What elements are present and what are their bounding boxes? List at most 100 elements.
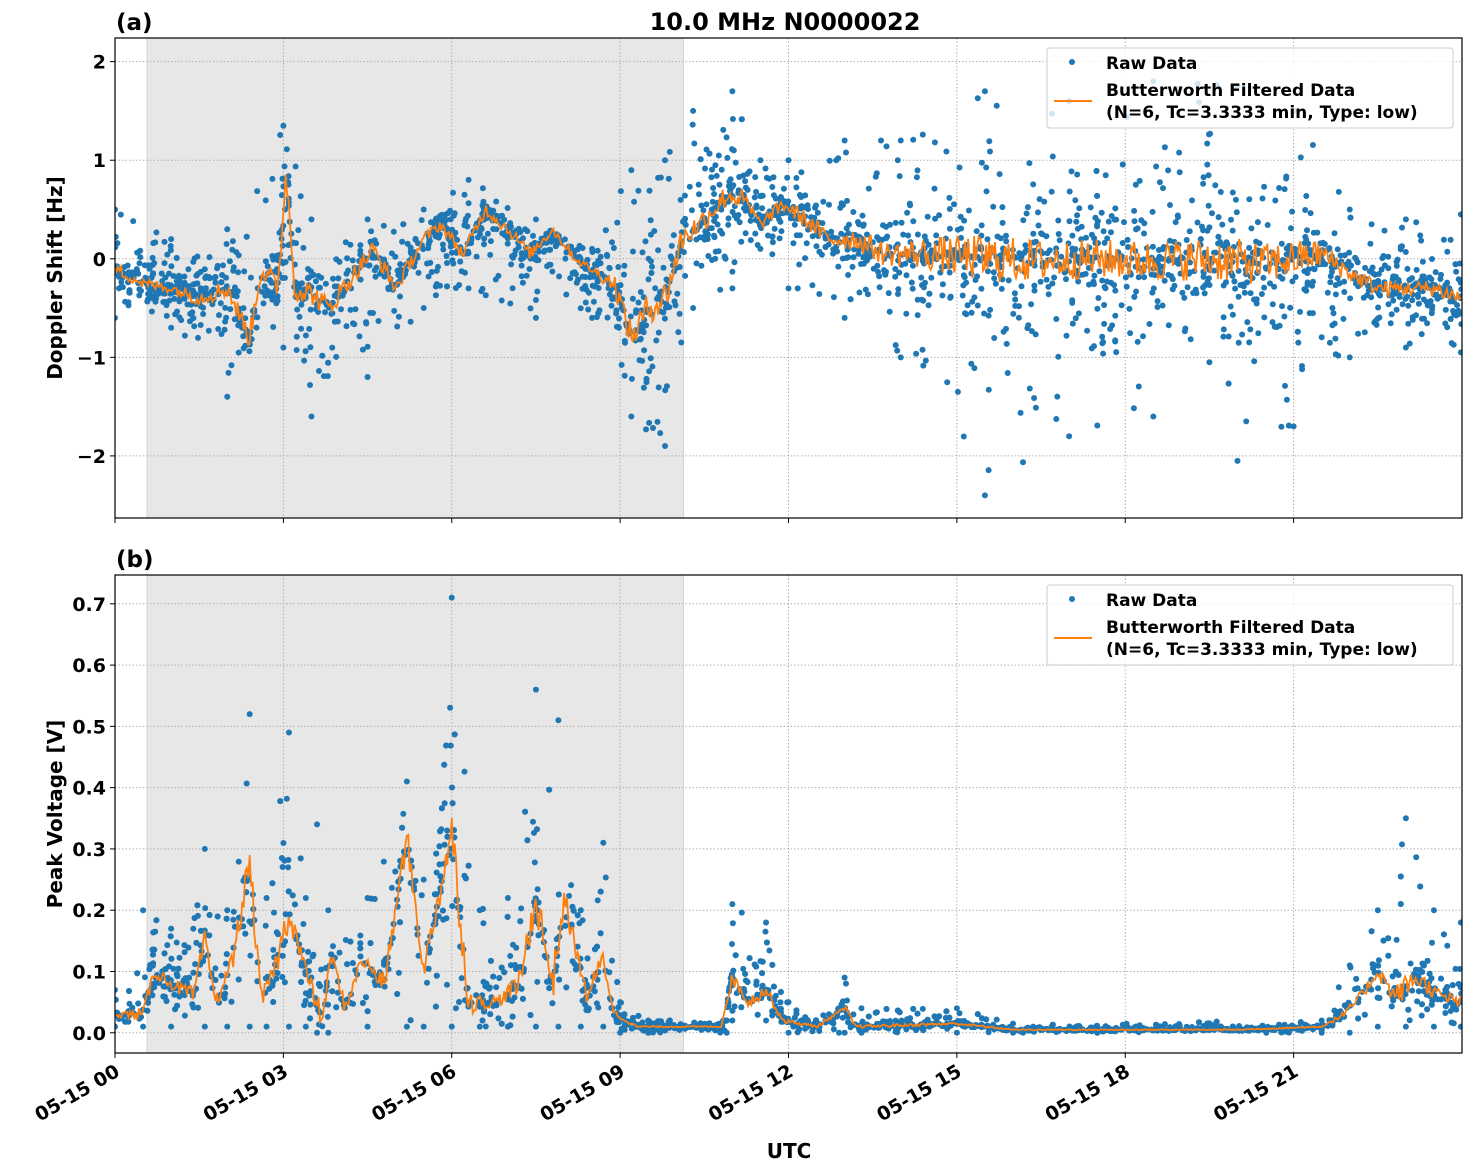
raw-data-point: [1335, 188, 1342, 195]
raw-data-point: [1406, 340, 1413, 347]
raw-data-point: [796, 192, 803, 198]
raw-data-point: [363, 994, 369, 1001]
raw-data-point: [277, 132, 284, 138]
raw-data-point: [371, 237, 378, 244]
raw-data-point: [1112, 205, 1119, 212]
raw-data-point: [671, 298, 678, 305]
raw-data-point: [456, 999, 463, 1005]
raw-data-point: [1244, 279, 1251, 286]
raw-data-point: [724, 154, 731, 161]
raw-data-point: [770, 983, 777, 990]
raw-data-point: [1303, 287, 1310, 294]
raw-data-point: [569, 958, 576, 965]
raw-data-point: [495, 272, 502, 279]
raw-data-point: [844, 197, 850, 204]
raw-data-point: [697, 156, 704, 163]
raw-data-point: [283, 146, 290, 153]
raw-data-point: [876, 284, 883, 291]
raw-data-point: [820, 1012, 827, 1019]
raw-data-point: [1123, 283, 1130, 290]
raw-data-point: [149, 254, 156, 261]
raw-data-point: [221, 995, 228, 1002]
raw-data-point: [556, 273, 563, 280]
raw-data-point: [1187, 336, 1194, 343]
raw-data-point: [1023, 210, 1030, 217]
raw-data-point: [1261, 314, 1268, 321]
raw-data-point: [627, 313, 634, 320]
raw-data-point: [153, 917, 160, 924]
raw-data-point: [1289, 208, 1296, 215]
raw-data-point: [618, 361, 625, 368]
raw-data-point: [298, 959, 305, 966]
raw-data-point: [530, 232, 536, 239]
raw-data-point: [1330, 310, 1337, 317]
raw-data-point: [729, 920, 736, 927]
raw-data-point: [1440, 931, 1447, 938]
raw-data-point: [1276, 273, 1283, 280]
raw-data-point: [141, 974, 148, 981]
raw-data-point: [1043, 276, 1050, 283]
raw-data-point: [375, 318, 382, 324]
raw-data-point: [914, 312, 921, 319]
raw-data-point: [270, 256, 277, 263]
raw-data-point: [436, 843, 443, 850]
raw-data-point: [633, 307, 640, 314]
raw-data-point: [960, 282, 967, 289]
raw-data-point: [900, 231, 907, 238]
raw-data-point: [1100, 228, 1107, 235]
raw-data-point: [513, 944, 520, 951]
raw-data-point: [1281, 186, 1288, 193]
raw-data-point: [357, 945, 364, 952]
raw-data-point: [689, 121, 696, 128]
raw-data-point: [622, 339, 628, 346]
raw-data-point: [964, 302, 971, 309]
raw-data-point: [335, 275, 342, 282]
raw-data-point: [759, 213, 766, 220]
raw-data-point: [1211, 249, 1217, 256]
raw-data-point: [1215, 233, 1222, 240]
raw-data-point: [1131, 207, 1138, 214]
raw-data-point: [1239, 331, 1246, 338]
raw-data-point: [1049, 153, 1056, 160]
raw-data-point: [690, 305, 697, 312]
raw-data-point: [549, 268, 556, 275]
raw-data-point: [498, 297, 505, 304]
raw-data-point: [1341, 1002, 1348, 1009]
raw-data-point: [1243, 418, 1250, 425]
raw-data-point: [896, 173, 903, 180]
raw-data-point: [946, 206, 953, 212]
raw-data-point: [1271, 323, 1278, 330]
raw-data-point: [1297, 308, 1303, 315]
raw-data-point: [347, 241, 354, 248]
raw-data-point: [1329, 322, 1336, 329]
raw-data-point: [418, 217, 425, 224]
raw-data-point: [1393, 306, 1400, 313]
raw-data-point: [729, 268, 736, 275]
raw-data-point: [1075, 278, 1082, 285]
raw-data-point: [594, 278, 601, 285]
raw-data-point: [1370, 270, 1377, 277]
raw-data-point: [181, 1012, 188, 1019]
raw-data-point: [117, 211, 124, 218]
raw-data-point: [192, 961, 199, 968]
raw-data-point: [715, 152, 722, 159]
raw-data-point: [217, 300, 224, 307]
raw-data-point: [981, 88, 988, 95]
raw-data-point: [487, 251, 494, 258]
raw-data-point: [231, 284, 238, 291]
raw-data-point: [171, 295, 178, 302]
raw-data-point: [317, 983, 323, 990]
raw-data-point: [1413, 266, 1420, 273]
raw-data-point: [1232, 196, 1239, 203]
raw-data-point: [907, 202, 914, 209]
raw-data-point: [531, 859, 538, 866]
raw-data-point: [1004, 370, 1011, 376]
raw-data-point: [958, 225, 965, 232]
raw-data-point: [262, 197, 269, 204]
raw-data-point: [1364, 292, 1371, 299]
raw-data-point: [913, 174, 920, 181]
raw-data-point: [1309, 142, 1316, 148]
raw-data-point: [654, 418, 661, 425]
raw-data-point: [1069, 299, 1076, 306]
